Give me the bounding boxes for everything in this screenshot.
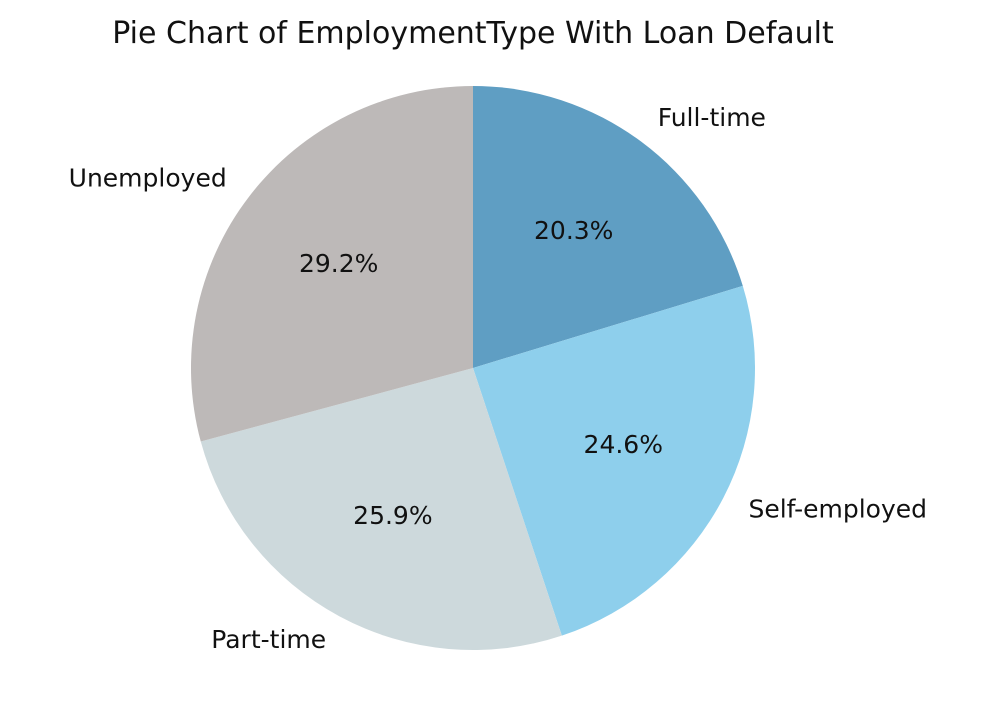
- label-part-time: Part-time: [211, 625, 326, 654]
- label-unemployed: Unemployed: [69, 163, 227, 192]
- percent-label-unemployed: 29.2%: [299, 249, 378, 278]
- percent-label-self-employed: 24.6%: [584, 430, 663, 459]
- slice-self-employed: [473, 285, 755, 636]
- label-self-employed: Self-employed: [748, 495, 927, 524]
- slice-full-time: [473, 86, 743, 368]
- slice-part-time: [200, 368, 562, 650]
- pie-slices: [191, 86, 755, 650]
- chart-title: Pie Chart of EmploymentType With Loan De…: [112, 16, 834, 51]
- percent-label-part-time: 25.9%: [353, 501, 432, 530]
- percent-label-full-time: 20.3%: [534, 216, 613, 245]
- label-full-time: Full-time: [658, 103, 766, 132]
- slice-unemployed: [191, 86, 473, 442]
- pie-labels: Full-time 20.3% Self-employed 24.6% Part-tim…: [69, 103, 927, 654]
